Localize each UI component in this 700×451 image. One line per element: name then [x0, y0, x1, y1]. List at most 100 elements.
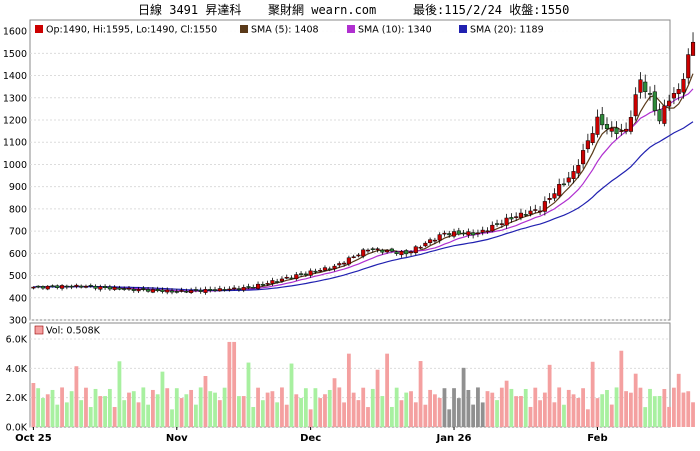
price-y-tick: 1400 [3, 71, 27, 82]
volume-bar [585, 409, 590, 427]
candle-body [509, 217, 514, 220]
price-y-tick: 1200 [3, 116, 27, 127]
candle [432, 237, 437, 245]
volume-bar [605, 390, 609, 427]
candle [686, 48, 691, 84]
volume-bar [131, 391, 136, 427]
candle-body [518, 212, 524, 218]
candle [389, 247, 394, 253]
volume-y-ticks: 0.0K 2.0K 4.0K 6.0K [6, 335, 28, 434]
candle [179, 287, 184, 293]
candle-body [385, 250, 390, 253]
candle-body [289, 277, 294, 280]
price-y-tick: 700 [9, 227, 27, 238]
candle [638, 72, 643, 99]
volume-bar [375, 369, 380, 427]
legend-sma10: SMA (10): 1340 [358, 25, 432, 36]
candle-body [662, 105, 667, 124]
candle-body [332, 265, 337, 270]
candle [174, 288, 179, 294]
volume-bar [399, 400, 404, 427]
candle [217, 285, 222, 292]
volume-bar [260, 400, 265, 427]
candle [451, 228, 457, 239]
title-site: 聚財網 wearn.com [268, 2, 376, 17]
candle-body [193, 289, 198, 291]
volume-y-tick: 4.0K [6, 364, 28, 375]
candle [189, 287, 194, 295]
candle [514, 212, 519, 221]
candle [60, 284, 65, 291]
candle [83, 284, 89, 289]
volume-bar [194, 404, 198, 427]
volume-bar [624, 391, 629, 427]
price-y-tick: 1500 [3, 49, 27, 60]
candle-body [174, 291, 179, 293]
price-y-tick: 400 [9, 293, 27, 304]
candle-body [189, 290, 194, 293]
candle-body [126, 288, 132, 290]
candle-body [251, 286, 256, 289]
volume-y-tick: 0.0K [6, 423, 28, 434]
candle [275, 278, 280, 284]
volume-bar [452, 388, 456, 427]
candle [380, 248, 385, 255]
volume-bar [146, 404, 151, 427]
candle-body [451, 231, 457, 237]
volume-bar [628, 392, 633, 427]
volume-bar [323, 394, 327, 427]
volume-bar [538, 400, 542, 427]
volume-bar [667, 406, 672, 427]
candle [633, 87, 638, 121]
candle-body [380, 249, 385, 253]
volume-bar [480, 402, 485, 427]
candle-body [542, 201, 547, 212]
candle-body [442, 232, 447, 235]
volume-bar [686, 391, 691, 427]
candle-body [667, 100, 672, 107]
volume-bar [370, 388, 375, 427]
candle [643, 74, 648, 99]
candle-body [499, 223, 504, 225]
candle [88, 283, 93, 288]
candle [466, 228, 471, 239]
volume-bar [55, 404, 60, 427]
candle-body [466, 231, 471, 236]
candle-body [69, 285, 74, 288]
candle [107, 284, 112, 291]
volume-bar [289, 363, 294, 427]
candle-body [299, 273, 304, 275]
candle [260, 281, 265, 287]
candle-body [671, 93, 676, 99]
volume-bar [174, 388, 179, 427]
volume-bar [633, 373, 638, 427]
candle [428, 237, 433, 245]
legend-sma10-swatch [347, 25, 355, 33]
volume-bar [31, 383, 36, 427]
candle [289, 275, 294, 280]
legend-sma20: SMA (20): 1189 [470, 25, 544, 36]
price-y-tick: 600 [9, 249, 27, 260]
candle [667, 94, 672, 111]
volume-bar [652, 396, 657, 427]
candle-body [404, 250, 409, 255]
candle-body [270, 280, 275, 284]
volume-bar [184, 394, 189, 427]
volume-bar [418, 361, 423, 427]
volume-bar [217, 400, 222, 427]
candle-body [36, 285, 41, 288]
candle [447, 230, 452, 238]
volume-bar [404, 392, 409, 427]
volume-bar [691, 402, 695, 427]
candle-body [571, 171, 576, 179]
volume-bar [150, 389, 155, 427]
candle [141, 286, 146, 292]
volume-bar [64, 402, 69, 427]
candle-body [232, 287, 237, 290]
candle-body [600, 114, 605, 126]
candle-body [485, 230, 490, 233]
volume-bar [566, 389, 571, 427]
candle [79, 284, 84, 289]
volume-bar [203, 375, 208, 427]
candle-body [595, 116, 600, 135]
